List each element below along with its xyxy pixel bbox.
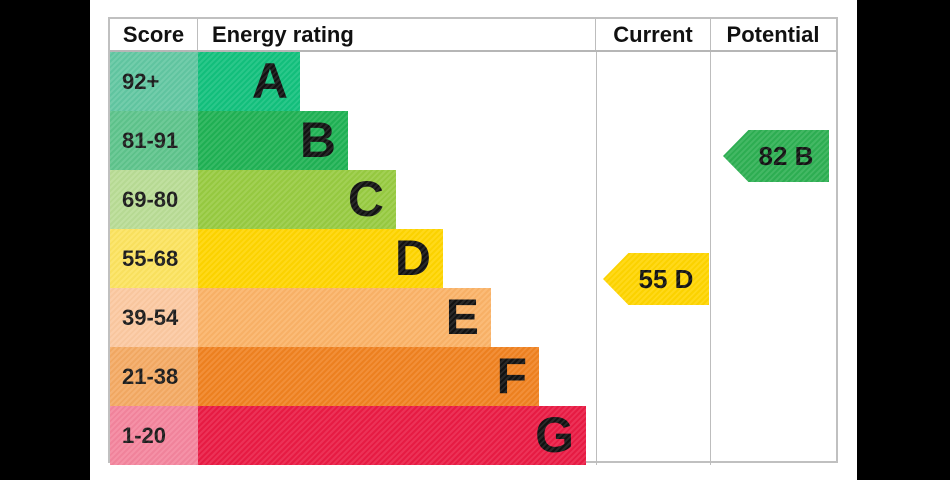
rating-letter: F <box>496 348 527 404</box>
potential-cell <box>711 52 835 111</box>
rating-bar: E <box>198 288 491 347</box>
rating-bar: B <box>198 111 348 170</box>
current-cell <box>596 229 711 288</box>
potential-cell <box>711 229 835 288</box>
potential-cell <box>711 288 835 347</box>
rating-bar: A <box>198 52 300 111</box>
header-potential: Potential <box>726 21 820 47</box>
rating-letter: E <box>445 289 479 345</box>
table-row: 81-91 B <box>110 111 836 170</box>
table-row: 1-20 G <box>110 406 836 465</box>
rating-letter: A <box>251 53 288 109</box>
potential-rating-arrow: 82 B <box>723 130 829 182</box>
energy-rating-table: Score Energy rating Current Potential 92… <box>108 17 838 465</box>
rating-bar-area: G <box>198 406 596 465</box>
table-row: 69-80 C <box>110 170 836 229</box>
current-cell <box>596 170 711 229</box>
rating-letter: G <box>535 407 574 463</box>
current-rating-arrow: 55 D <box>603 253 709 305</box>
current-cell <box>596 111 711 170</box>
table-header: Score Energy rating Current Potential <box>110 19 836 52</box>
rating-bar-area: C <box>198 170 596 229</box>
rating-bar-area: A <box>198 52 596 111</box>
rating-bar: G <box>198 406 586 465</box>
header-current: Current <box>596 19 711 50</box>
rating-letter: D <box>394 230 431 286</box>
table-row: 21-38 F <box>110 347 836 406</box>
score-range: 21-38 <box>110 347 198 406</box>
current-cell <box>596 288 711 347</box>
score-range: 81-91 <box>110 111 198 170</box>
header-score: Score <box>110 19 198 50</box>
rating-letter: C <box>347 171 384 227</box>
score-range: 69-80 <box>110 170 198 229</box>
score-range: 1-20 <box>110 406 198 465</box>
score-range: 92+ <box>110 52 198 111</box>
current-cell <box>596 52 711 111</box>
score-range: 55-68 <box>110 229 198 288</box>
chart-panel: Score Energy rating Current Potential 92… <box>90 0 857 480</box>
header-energy-rating: Energy rating <box>198 19 596 50</box>
table-row: 39-54 E <box>110 288 836 347</box>
table-row: 55-68 D <box>110 229 836 288</box>
table-row: 92+ A <box>110 52 836 111</box>
current-cell <box>596 406 711 465</box>
potential-cell <box>711 406 835 465</box>
rating-bar: F <box>198 347 539 406</box>
rating-bar-area: B <box>198 111 596 170</box>
rating-bar-area: E <box>198 288 596 347</box>
current-rating-label: 55 D <box>638 263 694 294</box>
rating-bar-area: D <box>198 229 596 288</box>
current-cell <box>596 347 711 406</box>
potential-cell <box>711 347 835 406</box>
potential-rating-label: 82 B <box>758 140 814 171</box>
rating-bar: C <box>198 170 396 229</box>
table-body: 92+ A 81-91 B <box>110 52 836 465</box>
rating-bar: D <box>198 229 443 288</box>
score-range: 39-54 <box>110 288 198 347</box>
rating-bar-area: F <box>198 347 596 406</box>
rating-letter: B <box>299 112 336 168</box>
